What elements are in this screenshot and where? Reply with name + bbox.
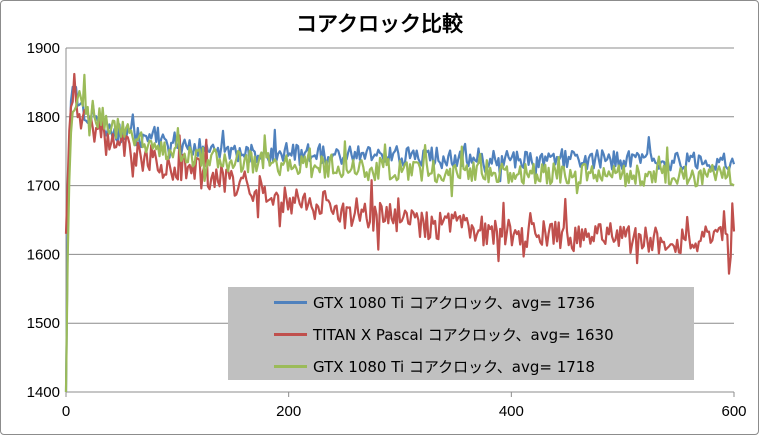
- legend-item-series-3: GTX 1080 Ti コアクロック、avg= 1718: [274, 354, 595, 378]
- legend-label-series-2: TITAN X Pascal コアクロック、avg= 1630: [313, 325, 614, 344]
- x-tick-label-200: 200: [276, 403, 301, 420]
- legend-swatch-series-1: [274, 300, 307, 304]
- y-tick-label-1600: 1600: [27, 246, 60, 263]
- series-line-2: [64, 72, 736, 275]
- y-tick-label-1800: 1800: [27, 109, 60, 126]
- legend-swatch-series-3: [274, 364, 307, 368]
- legend-item-series-2: TITAN X Pascal コアクロック、avg= 1630: [274, 322, 614, 346]
- x-tick-label-400: 400: [499, 403, 524, 420]
- chart-title: コアクロック比較: [296, 12, 463, 36]
- y-tick-label-1900: 1900: [27, 40, 60, 57]
- x-tick-label-0: 0: [62, 403, 70, 420]
- legend-label-series-1: GTX 1080 Ti コアクロック、avg= 1736: [313, 293, 595, 312]
- legend-swatch-series-2: [274, 332, 307, 336]
- y-tick-label-1700: 1700: [27, 178, 60, 195]
- legend-label-series-3: GTX 1080 Ti コアクロック、avg= 1718: [313, 357, 595, 376]
- y-tick-label-1400: 1400: [27, 384, 60, 401]
- x-tick-label-600: 600: [721, 403, 746, 420]
- chart-legend: GTX 1080 Ti コアクロック、avg= 1736 TITAN X Pas…: [228, 287, 694, 380]
- y-tick-label-1500: 1500: [27, 315, 60, 332]
- legend-item-series-1: GTX 1080 Ti コアクロック、avg= 1736: [274, 290, 595, 314]
- series-line-3: [64, 73, 735, 393]
